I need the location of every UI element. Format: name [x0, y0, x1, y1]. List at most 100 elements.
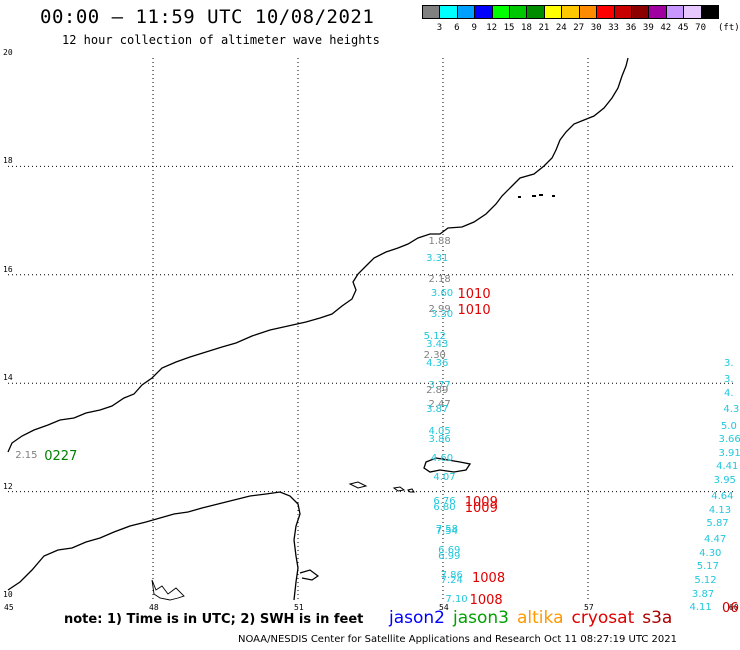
- longitude-label: 48: [149, 603, 159, 612]
- wave-height-value: 6.69: [438, 545, 461, 557]
- legend-label: 45: [677, 23, 689, 33]
- wave-height-value: 4.3: [723, 404, 740, 416]
- legend-label: 70: [695, 23, 706, 33]
- wave-height-value: 3.: [724, 358, 734, 370]
- wave-height-value: 3.43: [426, 339, 449, 351]
- map-title: 00:00 – 11:59 UTC 10/08/2021: [40, 6, 375, 28]
- satellite-s3a: s3a: [642, 608, 673, 628]
- wave-height-value: 7.10: [445, 594, 468, 605]
- longitude-label: 57: [584, 603, 594, 612]
- legend-label: 3: [436, 23, 443, 33]
- wave-height-value: 3.87: [426, 404, 449, 416]
- island-samhah: [392, 486, 406, 492]
- pass-time-label: 1009: [464, 495, 498, 511]
- satellite-legend: jason2 jason3 altika cryosat s3a: [389, 608, 680, 628]
- pass-time-label: 1010: [457, 303, 491, 319]
- wave-height-value: 4.47: [704, 534, 727, 546]
- wave-height-value: 7.24: [440, 575, 463, 587]
- legend-label: 24: [555, 23, 567, 33]
- wave-height-value: 6.99: [438, 550, 461, 562]
- wave-height-value: 4.05: [428, 425, 451, 437]
- wave-height-value: 4.30: [699, 547, 722, 559]
- wave-height-value: 2.30: [423, 350, 446, 362]
- legend-label: 12: [486, 23, 498, 33]
- wave-height-value: 2.15: [15, 450, 38, 462]
- pass-time-label: 06: [722, 601, 739, 617]
- island-abd-al-kuri: [348, 481, 368, 489]
- wave-height-value: 3.66: [718, 434, 740, 446]
- wave-height-value: 3.60: [430, 287, 454, 299]
- legend-label: 27: [573, 23, 585, 33]
- legend-label: 21: [538, 23, 550, 33]
- pass-time-label: 1008: [469, 593, 503, 608]
- pass-time-label: 1009: [464, 500, 498, 516]
- wave-height-value: 4.60: [430, 453, 454, 465]
- wave-height-value: 3.77: [428, 379, 451, 391]
- pass-time-label: 1010: [457, 286, 491, 302]
- wave-height-value: 7.54: [435, 526, 459, 538]
- satellite-jason2: jason2: [389, 608, 445, 628]
- wave-height-value: 5.87: [706, 518, 729, 530]
- latitude-label: 14: [3, 373, 13, 383]
- map-subtitle: 12 hour collection of altimeter wave hei…: [62, 33, 380, 47]
- wave-height-value: 1.88: [428, 236, 451, 248]
- kuria-muria-islands: [518, 194, 555, 198]
- latitude-label: 12: [3, 481, 13, 491]
- satellite-altika: altika: [517, 608, 564, 628]
- wave-height-value: 3.: [724, 374, 734, 386]
- island-socotra: [423, 457, 472, 473]
- wave-height-value: 4.64: [711, 491, 734, 503]
- wave-height-value: 2.47: [428, 398, 451, 410]
- wave-height-value: 5.12: [694, 575, 717, 587]
- longitude-label: 45: [4, 603, 14, 612]
- legend-swatch: [700, 5, 719, 19]
- wave-height-value: 4.41: [716, 461, 739, 473]
- wave-height-value: 3.86: [428, 434, 451, 446]
- legend-label: 33: [608, 23, 619, 33]
- wave-height-value: 4.13: [708, 504, 732, 516]
- wave-height-value: 5.0: [720, 420, 737, 432]
- footer-credit: NOAA/NESDIS Center for Satellite Applica…: [238, 634, 677, 645]
- wave-height-value: 4.: [724, 388, 734, 400]
- wave-height-value: 4.07: [433, 472, 456, 484]
- coastline-cape-guardafui: [299, 569, 320, 581]
- longitude-label: 51: [294, 603, 304, 612]
- legend-label: 39: [642, 23, 654, 33]
- coastline-somalia: [7, 491, 301, 601]
- legend-label: 36: [625, 23, 637, 33]
- wave-height-value: 7.58: [435, 523, 459, 535]
- wave-height-value: 5.12: [423, 331, 446, 343]
- coastline-detail-islands: [151, 579, 185, 601]
- wave-height-value: 3.87: [691, 588, 715, 600]
- island-darsah: [407, 488, 415, 493]
- map-grid: [8, 58, 733, 600]
- pass-time-label: 0227: [44, 449, 78, 465]
- legend-label: 18: [521, 23, 532, 33]
- wave-height-value: 3.91: [718, 447, 740, 459]
- wave-height-value: 6.80: [433, 501, 456, 513]
- wave-height-value: 7.86: [440, 569, 463, 581]
- coastline-arabian-peninsula: [7, 57, 629, 453]
- satellite-jason3: jason3: [453, 608, 509, 628]
- wave-height-value: 4.36: [426, 358, 449, 370]
- legend-label: 42: [660, 23, 672, 33]
- wave-height-value: 2.99: [428, 304, 451, 316]
- wave-height-value: 2.89: [426, 385, 449, 397]
- legend-label: 9: [471, 23, 477, 33]
- legend-label: 30: [590, 23, 602, 33]
- longitude-label: 54: [439, 603, 449, 612]
- latitude-label: 16: [3, 264, 13, 274]
- legend-label: 6: [454, 23, 460, 33]
- pass-time-label: 1008: [472, 571, 506, 587]
- legend-unit: (ft): [718, 23, 740, 33]
- latitude-label: 18: [3, 156, 13, 166]
- wave-height-value: 6.76: [433, 496, 456, 508]
- wave-height-value: 3.30: [430, 309, 454, 321]
- wave-height-value: 2.18: [428, 274, 451, 286]
- wave-height-color-legend: 3 6 9 12 15 18 21 24 27 30 33 36 39 42 45 70 (ft): [422, 5, 740, 35]
- latitude-label: 10: [3, 590, 13, 599]
- legend-label: 15: [503, 23, 515, 33]
- wave-height-value: 5.17: [696, 561, 720, 573]
- wave-height-value: 4.11: [689, 602, 712, 614]
